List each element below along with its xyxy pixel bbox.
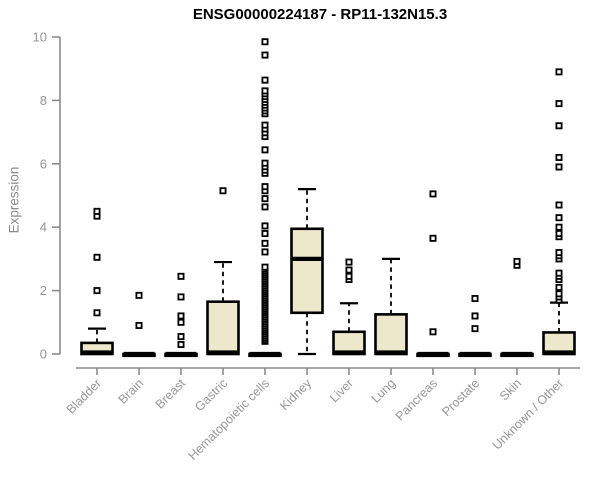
outlier-point (555, 230, 563, 238)
y-tick-label: 0 (40, 347, 47, 362)
outlier-point (555, 163, 563, 171)
outlier-point (513, 257, 521, 265)
x-category-label: Lung (369, 376, 399, 406)
outlier-point (261, 183, 269, 191)
outlier-point (261, 222, 269, 230)
outlier-point (177, 340, 185, 348)
outlier-point (93, 253, 101, 261)
outlier-point (555, 122, 563, 130)
x-category-label: Unknown / Other (490, 376, 566, 452)
outlier-point (555, 223, 563, 231)
outlier-point (471, 312, 479, 320)
x-category-label: Pancreas (393, 376, 440, 423)
chart-title: ENSG00000224187 - RP11-132N15.3 (192, 6, 448, 23)
outlier-point (555, 201, 563, 209)
outlier-point (261, 248, 269, 256)
outlier-point (555, 68, 563, 76)
x-category-label: Skin (497, 376, 524, 403)
x-category-label: Bladder (64, 376, 104, 416)
outlier-point (135, 321, 143, 329)
outlier-point (261, 146, 269, 154)
outlier-point (345, 258, 353, 266)
outlier-point (555, 269, 563, 277)
x-category-label: Prostate (439, 376, 482, 419)
outlier-point (261, 87, 269, 95)
x-category-label: Hematopoietic cells (186, 376, 273, 463)
box (290, 227, 324, 315)
outlier-point (261, 38, 269, 46)
outlier-point (555, 214, 563, 222)
x-category-label: Liver (327, 376, 356, 405)
outlier-point (345, 266, 353, 274)
outlier-point (177, 293, 185, 301)
x-category-label: Kidney (277, 376, 314, 413)
outlier-point (261, 51, 269, 59)
outlier-point (261, 239, 269, 247)
y-tick-label: 2 (40, 283, 47, 298)
outlier-point (177, 312, 185, 320)
outlier-point (219, 187, 227, 195)
outlier-point (429, 328, 437, 336)
outlier-point (93, 287, 101, 295)
outlier-point (177, 272, 185, 280)
box (374, 313, 408, 356)
outlier-point (135, 291, 143, 299)
outlier-point (177, 333, 185, 341)
outlier-point (555, 153, 563, 161)
x-category-label: Breast (153, 376, 189, 412)
outlier-point (261, 159, 269, 167)
outlier-point (471, 295, 479, 303)
outlier-point (345, 272, 353, 280)
outlier-point (261, 121, 269, 129)
y-tick-label: 8 (40, 93, 47, 108)
outlier-point (93, 309, 101, 317)
outlier-point (555, 249, 563, 257)
outlier-point (555, 283, 563, 291)
outlier-point (261, 76, 269, 84)
outlier-point (555, 100, 563, 108)
box (206, 300, 240, 356)
outlier-point (261, 203, 269, 211)
x-category-label: Gastric (192, 376, 230, 414)
outlier-point (261, 195, 269, 203)
y-tick-label: 4 (40, 220, 47, 235)
outlier-point (177, 318, 185, 326)
outlier-point (429, 234, 437, 242)
outlier-point (261, 230, 269, 238)
outlier-point (429, 190, 437, 198)
x-category-label: Brain (116, 376, 147, 407)
outlier-point (471, 325, 479, 333)
outlier-point (93, 207, 101, 215)
y-tick-label: 6 (40, 156, 47, 171)
outlier-point (555, 290, 563, 298)
outlier-point (261, 263, 269, 271)
y-tick-label: 10 (33, 30, 47, 45)
